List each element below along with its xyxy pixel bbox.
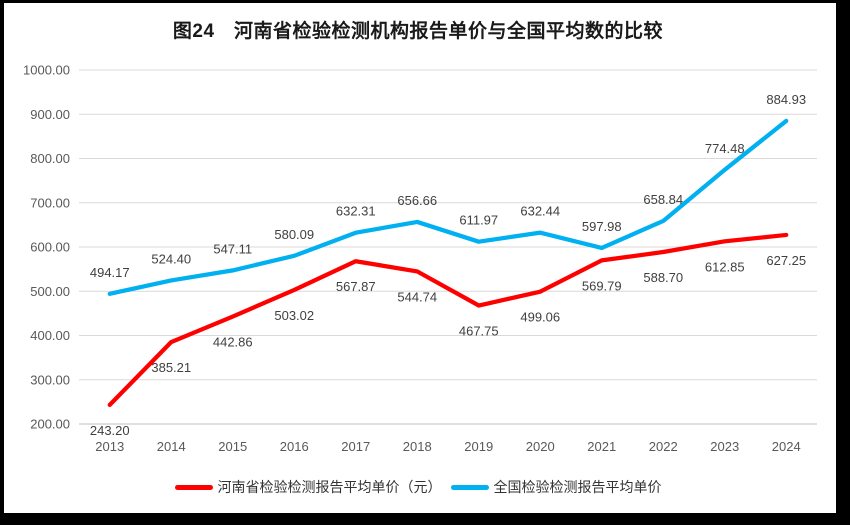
- data-label-national: 632.31: [336, 204, 376, 219]
- data-label-henan: 544.74: [397, 289, 437, 304]
- legend-item-henan: 河南省检验检测报告平均单价（元）: [174, 477, 442, 497]
- data-label-national: 494.17: [90, 265, 130, 280]
- data-label-national: 658.84: [643, 192, 683, 207]
- data-label-henan: 243.20: [90, 423, 130, 438]
- frame-border-bottom: [0, 513, 850, 525]
- data-label-national: 580.09: [274, 227, 314, 242]
- x-axis-tick-label: 2021: [587, 439, 616, 454]
- y-axis-tick-label: 1000.00: [23, 63, 70, 78]
- frame-border-left: [0, 0, 4, 525]
- data-label-henan: 385.21: [151, 360, 191, 375]
- data-label-henan: 503.02: [274, 308, 314, 323]
- y-axis-tick-label: 600.00: [30, 240, 70, 255]
- y-axis-tick-label: 900.00: [30, 107, 70, 122]
- data-label-national: 547.11: [213, 241, 252, 256]
- chart-title: 图24 河南省检验检测机构报告单价与全国平均数的比较: [172, 21, 664, 42]
- x-axis-tick-label: 2023: [710, 439, 739, 454]
- x-axis-tick-label: 2022: [649, 439, 678, 454]
- data-label-henan: 467.75: [459, 324, 499, 339]
- series-line-henan: [107, 232, 789, 408]
- y-axis-tick-label: 400.00: [30, 328, 70, 343]
- x-axis-tick-label: 2017: [341, 439, 370, 454]
- legend-swatch-national-icon: [450, 484, 489, 490]
- legend-label-national: 全国检验检测报告平均单价: [493, 479, 662, 495]
- legend-item-national: 全国检验检测报告平均单价: [450, 477, 662, 497]
- data-label-henan: 567.87: [336, 279, 376, 294]
- x-axis-tick-label: 2014: [157, 439, 186, 454]
- x-axis-tick-label: 2019: [464, 439, 493, 454]
- data-label-national: 597.98: [582, 219, 622, 234]
- frame-border-right: [836, 0, 850, 525]
- x-axis-tick-label: 2013: [95, 439, 124, 454]
- frame-border-top: [0, 0, 850, 3]
- data-label-national: 656.66: [397, 193, 437, 208]
- x-axis-tick-label: 2024: [772, 439, 801, 454]
- x-axis-tick-label: 2015: [218, 439, 247, 454]
- data-label-henan: 499.06: [520, 310, 560, 325]
- y-axis-tick-label: 800.00: [30, 151, 70, 166]
- y-axis-tick-label: 300.00: [30, 372, 70, 387]
- data-label-henan: 612.85: [705, 259, 745, 274]
- data-label-henan: 569.79: [582, 278, 622, 293]
- series-line-national: [107, 118, 789, 296]
- y-axis-tick-label: 200.00: [30, 417, 70, 432]
- x-axis-tick-label: 2018: [403, 439, 432, 454]
- chart-legend: 河南省检验检测报告平均单价（元） 全国检验检测报告平均单价: [0, 477, 836, 497]
- legend-label-henan: 河南省检验检测报告平均单价（元）: [217, 479, 442, 495]
- legend-swatch-henan-icon: [174, 484, 213, 490]
- data-label-henan: 588.70: [643, 270, 683, 285]
- data-label-national: 774.48: [705, 141, 745, 156]
- data-label-national: 884.93: [766, 92, 806, 107]
- data-label-national: 632.44: [520, 204, 560, 219]
- data-label-henan: 442.86: [213, 335, 253, 350]
- data-label-national: 524.40: [151, 251, 191, 266]
- data-label-henan: 627.25: [766, 253, 806, 268]
- x-axis-tick-label: 2016: [280, 439, 309, 454]
- y-axis-tick-label: 500.00: [30, 284, 70, 299]
- y-axis-tick-label: 700.00: [30, 195, 70, 210]
- x-axis-tick-label: 2020: [526, 439, 555, 454]
- data-label-national: 611.97: [459, 213, 498, 228]
